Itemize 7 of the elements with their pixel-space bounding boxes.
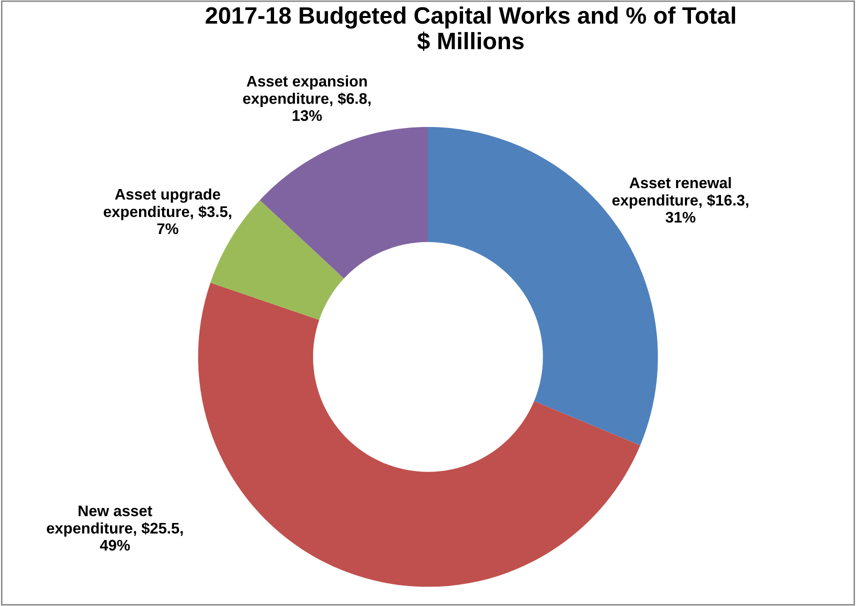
donut-slice (198, 282, 640, 587)
donut-slice (260, 127, 428, 278)
chart-title: 2017-18 Budgeted Capital Works and % of Total $ Millions (206, 6, 736, 51)
slice-label: Asset renewal expenditure, $16.3, 31% (612, 177, 748, 223)
slice-label: Asset expansion expenditure, $6.8, 13% (243, 75, 371, 121)
slice-label: Asset upgrade expenditure, $3.5, 7% (104, 188, 232, 234)
slice-label: New asset expenditure, $25.5, 49% (46, 506, 183, 551)
